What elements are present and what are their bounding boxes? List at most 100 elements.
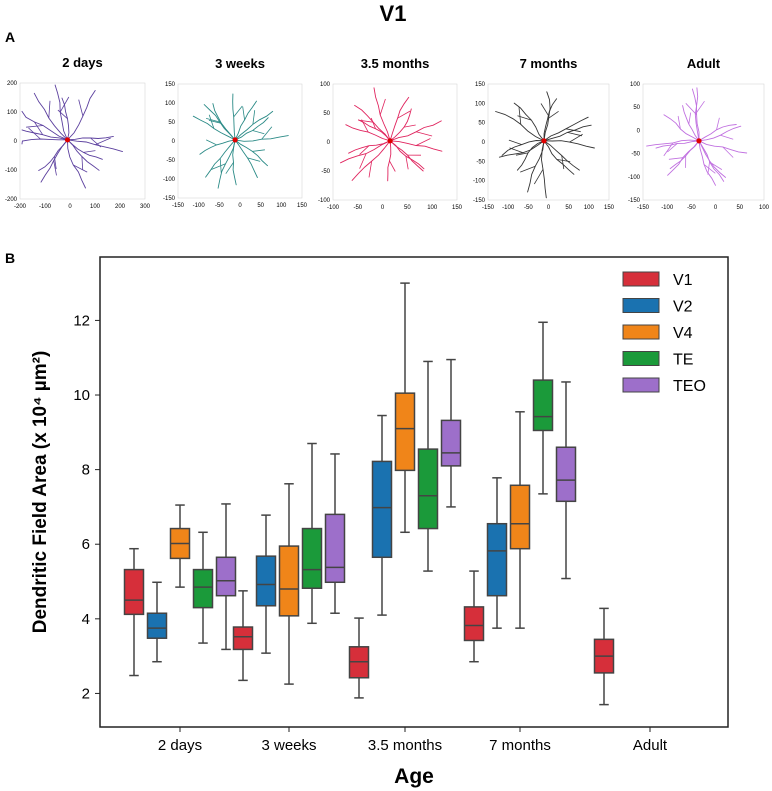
tracing-xtick: -50 [524, 205, 533, 211]
y-tick-label: 12 [73, 312, 90, 329]
dendrite-branch [518, 107, 522, 125]
tracing-frame [487, 83, 610, 201]
tracing-ytick: 200 [7, 81, 18, 87]
tracing-label: 3.5 months [361, 56, 430, 71]
y-axis-label: Dendritic Field Area (x 10⁴ µm²) [30, 351, 51, 634]
box-v1-2 [348, 617, 370, 699]
tracing-xtick: 100 [427, 205, 438, 211]
dendrite [21, 138, 68, 145]
box-iqr [192, 568, 214, 609]
tracing-xtick: 0 [238, 203, 242, 209]
x-tick-label: 3.5 months [368, 737, 442, 754]
tracing-ytick: 0 [172, 139, 176, 145]
tracing-xtick: -100 [661, 205, 674, 211]
dendrite-branch [533, 169, 544, 185]
dendrite-branch [252, 110, 256, 125]
legend-item-v1: V1 [622, 271, 693, 289]
tracing-ytick: -100 [473, 179, 486, 185]
box-te-2 [417, 360, 439, 572]
dendrite-branch [520, 165, 536, 173]
dendrite [340, 140, 391, 164]
tracing-xtick: 100 [584, 205, 595, 211]
dendrite [516, 140, 545, 171]
dendrite [498, 140, 545, 158]
legend-swatch [622, 324, 660, 340]
tracing-ytick: 150 [475, 82, 486, 88]
box-iqr [463, 606, 485, 642]
tracing-xtick: 150 [604, 205, 615, 211]
dendrite-branch [508, 139, 522, 145]
dendrite [234, 100, 257, 141]
tracing-xtick: -150 [637, 205, 650, 211]
dendrite [33, 92, 68, 141]
box-v2-3 [486, 477, 508, 629]
neuron-tracing-2: 3.5 months -100 -50 0 50 100 150 100 50 0 -50 -100 [318, 56, 463, 211]
box-iqr [371, 460, 393, 559]
box-v2-0 [146, 581, 168, 663]
box-iqr [232, 626, 254, 651]
dendrite [38, 139, 68, 171]
tracing-xtick: 0 [714, 205, 718, 211]
box-v1-1 [232, 590, 254, 682]
tracing-ytick: -100 [5, 168, 18, 174]
dendrite [67, 139, 86, 189]
dendrite-branch [206, 139, 217, 146]
box-iqr [278, 545, 300, 617]
y-axis: 2 4 6 8 10 12 [73, 312, 100, 702]
tracing-xtick: -200 [14, 204, 27, 210]
tracing-ytick: -200 [5, 197, 18, 203]
x-tick-label: 2 days [158, 737, 202, 754]
legend-item-teo: TEO [622, 377, 706, 395]
dendrite-branch [561, 155, 565, 170]
dendrite-branch [78, 99, 84, 117]
dendrite-branch [261, 126, 273, 140]
panel-a-label: A [5, 29, 15, 45]
legend-label: V1 [673, 272, 693, 289]
dendrite [234, 135, 289, 142]
tracing-xtick: 0 [547, 205, 551, 211]
legend-swatch [622, 298, 660, 313]
dendrite [698, 140, 716, 186]
dendrite [348, 140, 391, 154]
dendrite-branch [26, 125, 44, 128]
tracing-ytick: 100 [7, 110, 18, 116]
tracing-ytick: -50 [166, 158, 175, 164]
box-iqr [555, 446, 577, 503]
legend-swatch [622, 271, 660, 287]
dendrite [389, 96, 410, 142]
tracing-xtick: 100 [759, 205, 770, 211]
legend-label: V4 [673, 325, 693, 342]
dendrite [192, 115, 236, 141]
legend: V1 V2 V4 TE TEO [622, 271, 706, 395]
dendrite [203, 104, 236, 141]
tracing-xtick: 0 [381, 205, 385, 211]
tracing-ytick: 50 [478, 121, 485, 127]
tracing-ytick: 100 [165, 101, 176, 107]
tracing-ytick: 50 [633, 105, 640, 111]
boxes [123, 282, 615, 706]
dendrite [67, 139, 100, 171]
tracing-xtick: 300 [140, 204, 151, 210]
box-v4-1 [278, 483, 300, 685]
dendrite [655, 140, 700, 149]
dendrite [234, 139, 268, 167]
dendrite-branch [208, 114, 215, 129]
plot-frame [99, 256, 729, 728]
tracing-xtick: -100 [502, 205, 515, 211]
soma [232, 137, 238, 143]
tracing-xtick: -50 [353, 205, 362, 211]
dendrite [543, 91, 551, 142]
legend-item-te: TE [622, 351, 693, 369]
dendrite-branch [368, 161, 373, 178]
legend-item-v4: V4 [622, 324, 693, 342]
tracing-ytick: 100 [475, 101, 486, 107]
box-teo-2 [440, 358, 462, 508]
tracing-xtick: 150 [452, 205, 463, 211]
soma [541, 138, 547, 144]
dendrite-branch [515, 152, 529, 156]
tracing-xtick: -150 [482, 205, 495, 211]
dendrite [543, 140, 580, 171]
dendrite-branch [703, 164, 716, 174]
dendrite [698, 125, 742, 142]
y-tick-label: 8 [82, 462, 90, 479]
